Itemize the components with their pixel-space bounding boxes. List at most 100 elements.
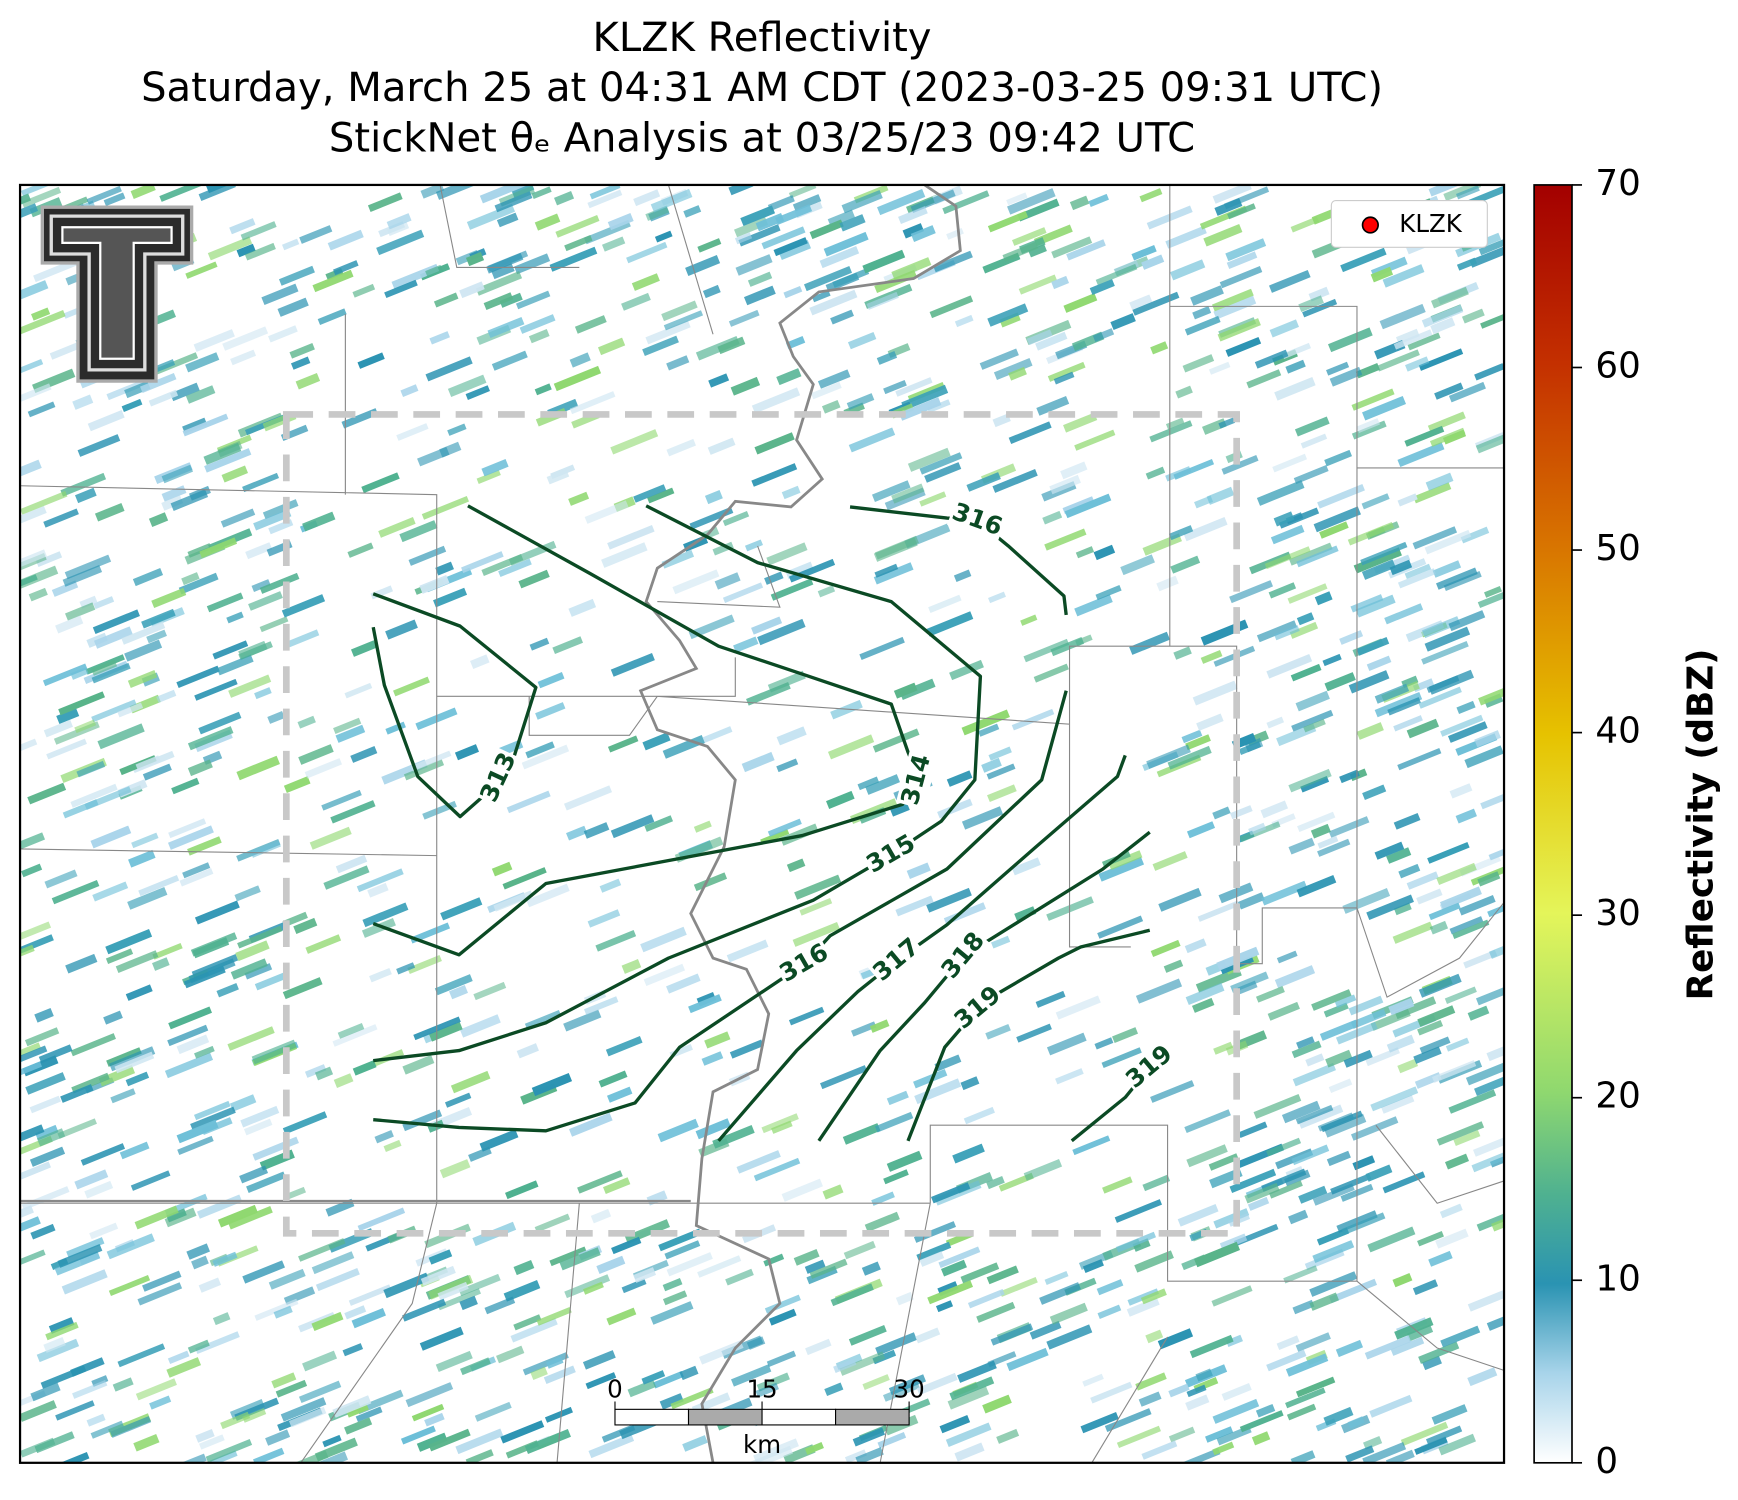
echo: [564, 1274, 611, 1299]
echo: [245, 542, 273, 560]
echo: [1474, 363, 1505, 381]
echo: [220, 508, 256, 528]
echo: [309, 826, 352, 850]
echo: [152, 957, 170, 971]
echo: [195, 1331, 240, 1355]
echo: [712, 1125, 755, 1149]
echo: [1205, 1426, 1234, 1443]
echo: [335, 854, 368, 874]
echo: [1474, 730, 1501, 748]
echo: [666, 355, 690, 371]
echo: [1247, 1196, 1270, 1211]
echo: [181, 572, 200, 586]
echo: [910, 189, 956, 214]
echo: [1135, 978, 1183, 1004]
echo: [1017, 198, 1060, 222]
echo: [743, 285, 776, 306]
echo: [187, 543, 212, 558]
echo: [499, 292, 523, 308]
echo: [429, 331, 450, 345]
echo: [645, 205, 670, 221]
echo: [1325, 1049, 1353, 1068]
echo: [98, 1064, 136, 1087]
echo: [246, 1171, 286, 1193]
echo: [167, 825, 214, 850]
echo: [783, 285, 803, 299]
echo: [1011, 227, 1047, 246]
echo: [754, 432, 795, 455]
echo: [333, 1073, 354, 1088]
echo: [277, 297, 309, 317]
echo: [611, 1236, 642, 1255]
echo: [186, 1243, 211, 1260]
echo: [182, 413, 229, 437]
echo: [1430, 286, 1469, 309]
echo: [1422, 616, 1461, 639]
echo: [350, 640, 377, 657]
echo: [179, 867, 214, 887]
echo: [185, 261, 218, 279]
echo: [20, 310, 66, 335]
echo: [470, 654, 490, 669]
echo: [1484, 585, 1502, 598]
echo: [1448, 610, 1486, 632]
echo: [1319, 1019, 1359, 1041]
echo: [403, 759, 445, 781]
echo: [251, 579, 271, 593]
echo: [1296, 1036, 1315, 1049]
echo: [707, 437, 736, 455]
echo: [1132, 1238, 1151, 1252]
echo: [1356, 722, 1384, 740]
echo: [735, 254, 773, 276]
echo: [1221, 1382, 1252, 1401]
echo: [559, 1247, 601, 1271]
echo: [933, 250, 973, 273]
echo: [1173, 646, 1192, 660]
echo: [1288, 837, 1315, 855]
echo: [45, 1321, 79, 1341]
echo: [419, 574, 450, 594]
echo: [1326, 361, 1350, 376]
echo: [503, 1280, 541, 1302]
echo: [549, 246, 598, 272]
echo: [595, 930, 637, 952]
echo: [1165, 225, 1207, 249]
echo: [582, 1350, 616, 1370]
echo: [546, 469, 570, 485]
echo: [569, 352, 591, 368]
echo: [568, 491, 590, 506]
echo: [282, 1111, 328, 1135]
colorbar-tick-label: 40: [1595, 711, 1640, 752]
echo: [60, 1084, 94, 1103]
echo: [1011, 857, 1041, 876]
echo: [1305, 1053, 1325, 1067]
echo: [357, 352, 385, 369]
echo: [1269, 269, 1311, 293]
echo: [1471, 1147, 1505, 1173]
echo: [62, 564, 103, 587]
echo: [424, 1412, 445, 1427]
echo: [29, 1095, 62, 1114]
echo: [254, 1298, 299, 1321]
echo: [519, 314, 556, 334]
echo: [1049, 1302, 1088, 1325]
echo: [906, 862, 931, 879]
echo: [961, 806, 1004, 830]
echo: [58, 691, 105, 716]
echo: [465, 251, 485, 267]
echo: [1211, 288, 1254, 312]
echo: [1379, 303, 1426, 330]
echo: [978, 723, 1000, 737]
echo: [740, 205, 776, 227]
colorbar: [1533, 184, 1573, 1464]
echo: [1266, 654, 1313, 679]
echo: [194, 1045, 215, 1059]
echo: [1177, 1204, 1219, 1227]
echo: [55, 615, 84, 634]
echo: [764, 571, 784, 585]
echo: [484, 1296, 516, 1315]
echo: [20, 459, 42, 481]
contour-line: [373, 504, 983, 1063]
echo: [239, 1165, 269, 1184]
echo: [1405, 356, 1430, 372]
